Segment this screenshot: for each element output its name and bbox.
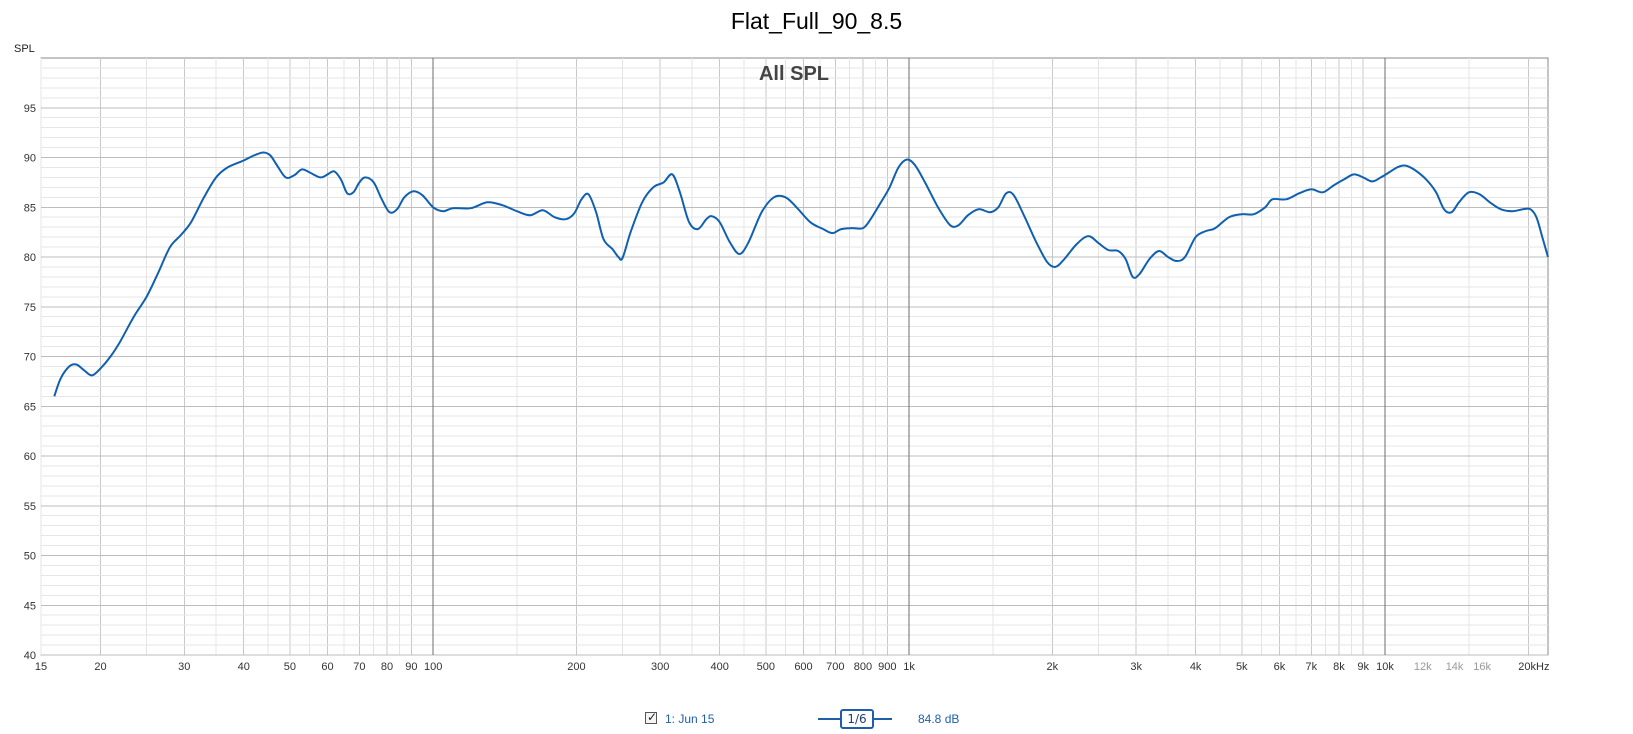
x-tick-label: 80 (381, 661, 393, 673)
x-tick-label: 8k (1333, 661, 1345, 673)
x-tick-label: 12k (1414, 661, 1432, 673)
legend-series-label[interactable]: 1: Jun 15 (665, 712, 715, 726)
x-tick-label: 5k (1236, 661, 1248, 673)
plot-subtitle: All SPL (759, 63, 829, 85)
x-tick-label: 700 (826, 661, 844, 673)
x-tick-label: 800 (854, 661, 872, 673)
x-tick-label: 30 (178, 661, 190, 673)
y-tick-label: 90 (24, 153, 36, 165)
y-axis-ticks: 40 45 50 55 60 65 70 75 80 85 90 95 (24, 103, 36, 662)
x-tick-label: 100 (424, 661, 442, 673)
x-tick-label: 400 (711, 661, 729, 673)
x-tick-label: 14k (1446, 661, 1464, 673)
y-tick-label: 40 (24, 650, 36, 662)
x-tick-label: 90 (405, 661, 417, 673)
x-tick-label: 9k (1357, 661, 1369, 673)
y-tick-label: 45 (24, 600, 36, 612)
x-tick-label: 50 (284, 661, 296, 673)
major-grid (41, 58, 1548, 656)
smoothing-value-box[interactable]: 1/6 (840, 709, 874, 729)
x-tick-label: 2k (1047, 661, 1059, 673)
x-axis-ticks: 15 20 30 40 50 60 70 80 90 100 200 300 400 500 600 700 8… (35, 661, 1550, 673)
chart-title: Flat_Full_90_8.5 (730, 8, 903, 34)
y-tick-label: 80 (24, 252, 36, 264)
x-tick-label: 60 (321, 661, 333, 673)
y-tick-label: 95 (24, 103, 36, 115)
y-tick-label: 50 (24, 551, 36, 563)
x-tick-label: 16k (1473, 661, 1491, 673)
x-tick-label: 200 (567, 661, 585, 673)
y-tick-label: 60 (24, 451, 36, 463)
x-tick-label: 6k (1274, 661, 1286, 673)
legend-level-value: 84.8 dB (918, 712, 960, 726)
x-tick-label: 20 (94, 661, 106, 673)
x-tick-label: 70 (353, 661, 365, 673)
y-tick-label: 70 (24, 352, 36, 364)
x-tick-label: 300 (651, 661, 669, 673)
x-tick-label: 4k (1190, 661, 1202, 673)
spl-curve-series (53, 151, 1549, 397)
x-tick-label: 10k (1376, 661, 1394, 673)
x-tick-label: 600 (794, 661, 812, 673)
x-tick-label: 15 (35, 661, 47, 673)
x-tick-label: 20kHz (1518, 661, 1549, 673)
series-visibility-checkbox[interactable] (645, 710, 657, 724)
smoothing-control[interactable]: 1/6 (818, 709, 892, 729)
x-tick-label: 500 (757, 661, 775, 673)
x-tick-label: 3k (1130, 661, 1142, 673)
y-axis-label: SPL (14, 43, 35, 55)
x-tick-label: 1k (903, 661, 915, 673)
x-tick-label: 7k (1305, 661, 1317, 673)
y-tick-label: 75 (24, 302, 36, 314)
y-tick-label: 55 (24, 501, 36, 513)
x-tick-label: 900 (878, 661, 896, 673)
y-tick-label: 85 (24, 202, 36, 214)
x-tick-label: 40 (238, 661, 250, 673)
y-tick-label: 65 (24, 401, 36, 413)
